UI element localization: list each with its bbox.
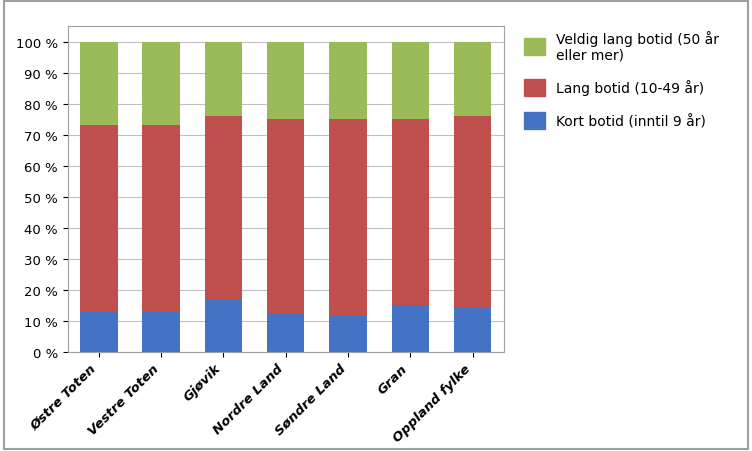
Bar <box>392 305 429 352</box>
Bar <box>80 312 117 352</box>
Bar <box>142 42 180 126</box>
Bar <box>80 42 117 126</box>
Bar <box>454 308 491 352</box>
Bar <box>205 117 242 299</box>
Bar <box>205 42 242 117</box>
Bar <box>329 42 367 120</box>
Bar <box>205 299 242 352</box>
Bar <box>454 117 491 308</box>
Bar <box>392 42 429 120</box>
Bar <box>80 126 117 312</box>
Legend: Veldig lang botid (50 år
eller mer), Lang botid (10-49 år), Kort botid (inntil 9: Veldig lang botid (50 år eller mer), Lan… <box>524 31 719 130</box>
Bar <box>267 120 305 315</box>
Bar <box>267 42 305 120</box>
Bar <box>454 42 491 117</box>
Bar <box>392 120 429 305</box>
Bar <box>267 315 305 352</box>
Bar <box>142 126 180 312</box>
Bar <box>329 317 367 352</box>
Bar <box>142 312 180 352</box>
Bar <box>329 120 367 317</box>
